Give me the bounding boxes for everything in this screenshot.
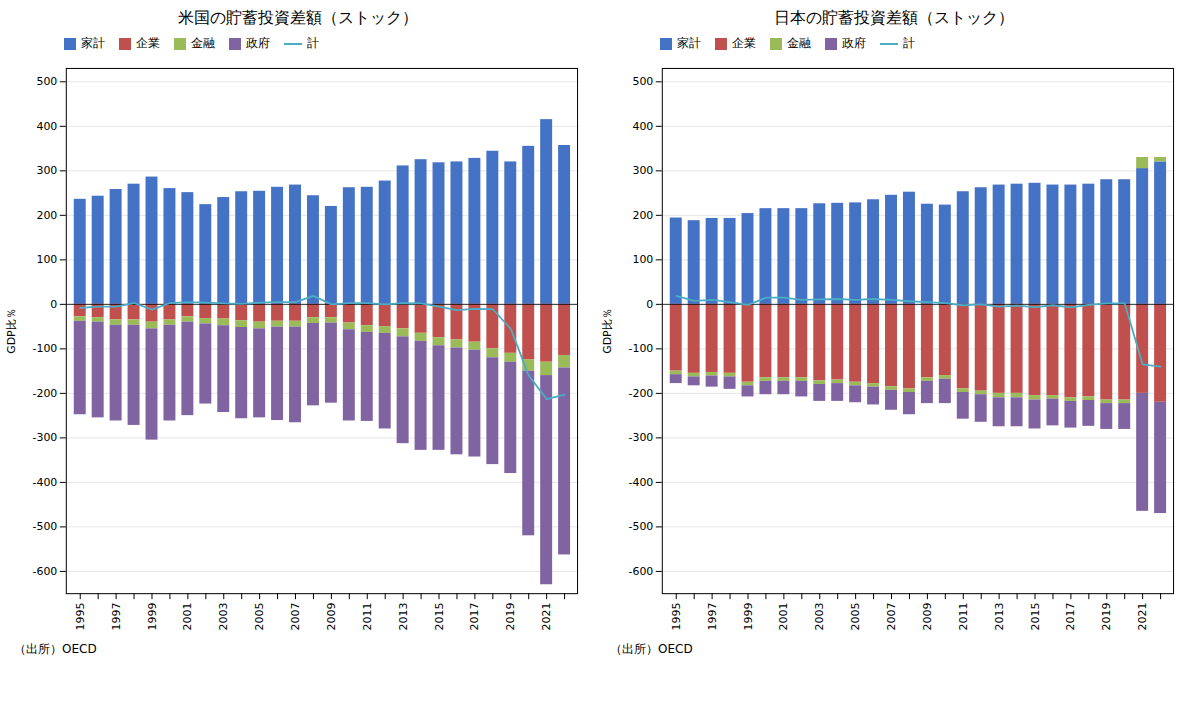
svg-text:2021: 2021: [540, 603, 553, 631]
svg-text:2003: 2003: [217, 603, 230, 631]
html-text:金融: 金融: [787, 36, 811, 50]
svg-text:-600: -600: [32, 565, 57, 578]
html-text:計: 計: [307, 36, 319, 50]
svg-text:2015: 2015: [1029, 603, 1042, 631]
svg-text:-400: -400: [32, 476, 57, 489]
svg-text:-500: -500: [32, 520, 57, 533]
svg-text:100: 100: [632, 253, 653, 266]
svg-text:2013: 2013: [397, 603, 410, 631]
svg-text:2009: 2009: [921, 603, 934, 631]
svg-text:1995: 1995: [670, 603, 683, 631]
svg-text:500: 500: [36, 75, 57, 88]
html-text:計: 計: [903, 36, 915, 50]
html-text:企業: 企業: [732, 36, 756, 50]
svg-text:-200: -200: [32, 387, 57, 400]
svg-text:2007: 2007: [885, 603, 898, 631]
svg-text:400: 400: [632, 120, 653, 133]
svg-text:-600: -600: [628, 565, 653, 578]
html-text:家計: 家計: [677, 36, 701, 50]
svg-text:2003: 2003: [813, 603, 826, 631]
svg-text:300: 300: [36, 164, 57, 177]
svg-text:0: 0: [646, 298, 653, 311]
svg-text:2021: 2021: [1136, 603, 1149, 631]
svg-text:2009: 2009: [325, 603, 338, 631]
svg-text:2005: 2005: [253, 603, 266, 631]
svg-text:-300: -300: [32, 431, 57, 444]
svg-text:100: 100: [36, 253, 57, 266]
svg-text:1997: 1997: [706, 603, 719, 631]
svg-text:500: 500: [632, 75, 653, 88]
svg-text:2019: 2019: [504, 603, 517, 631]
html-text:米国の貯蓄投資差額（ストック）: 米国の貯蓄投資差額（ストック）: [178, 8, 418, 27]
svg-text:2017: 2017: [1064, 603, 1077, 631]
svg-text:-100: -100: [32, 342, 57, 355]
html-text:（出所）OECD: （出所）OECD: [14, 642, 97, 656]
html-text:企業: 企業: [136, 36, 160, 50]
svg-text:1999: 1999: [742, 603, 755, 631]
svg-text:1997: 1997: [110, 603, 123, 631]
html-text:（出所）OECD: （出所）OECD: [610, 642, 693, 656]
html-text:家計: 家計: [81, 36, 105, 50]
svg-text:200: 200: [632, 209, 653, 222]
svg-text:-200: -200: [628, 387, 653, 400]
svg-text:0: 0: [50, 298, 57, 311]
svg-text:1999: 1999: [146, 603, 159, 631]
svg-text:2017: 2017: [468, 603, 481, 631]
svg-text:1995: 1995: [74, 603, 87, 631]
svg-text:2013: 2013: [993, 603, 1006, 631]
html-text:日本の貯蓄投資差額（ストック）: 日本の貯蓄投資差額（ストック）: [774, 8, 1014, 27]
svg-text:-100: -100: [628, 342, 653, 355]
svg-text:-500: -500: [628, 520, 653, 533]
svg-text:200: 200: [36, 209, 57, 222]
html-text:政府: 政府: [842, 36, 866, 50]
svg-text:-300: -300: [628, 431, 653, 444]
svg-text:GDP比％: GDP比％: [5, 308, 18, 354]
svg-text:2001: 2001: [181, 603, 194, 631]
svg-text:2011: 2011: [957, 603, 970, 631]
svg-text:300: 300: [632, 164, 653, 177]
svg-text:2011: 2011: [361, 603, 374, 631]
svg-text:-400: -400: [628, 476, 653, 489]
svg-text:2001: 2001: [777, 603, 790, 631]
svg-text:2005: 2005: [849, 603, 862, 631]
svg-text:2015: 2015: [433, 603, 446, 631]
svg-text:400: 400: [36, 120, 57, 133]
svg-text:2019: 2019: [1100, 603, 1113, 631]
html-text:政府: 政府: [246, 36, 270, 50]
svg-text:2007: 2007: [289, 603, 302, 631]
html-text:金融: 金融: [191, 36, 215, 50]
svg-text:GDP比％: GDP比％: [601, 308, 614, 354]
